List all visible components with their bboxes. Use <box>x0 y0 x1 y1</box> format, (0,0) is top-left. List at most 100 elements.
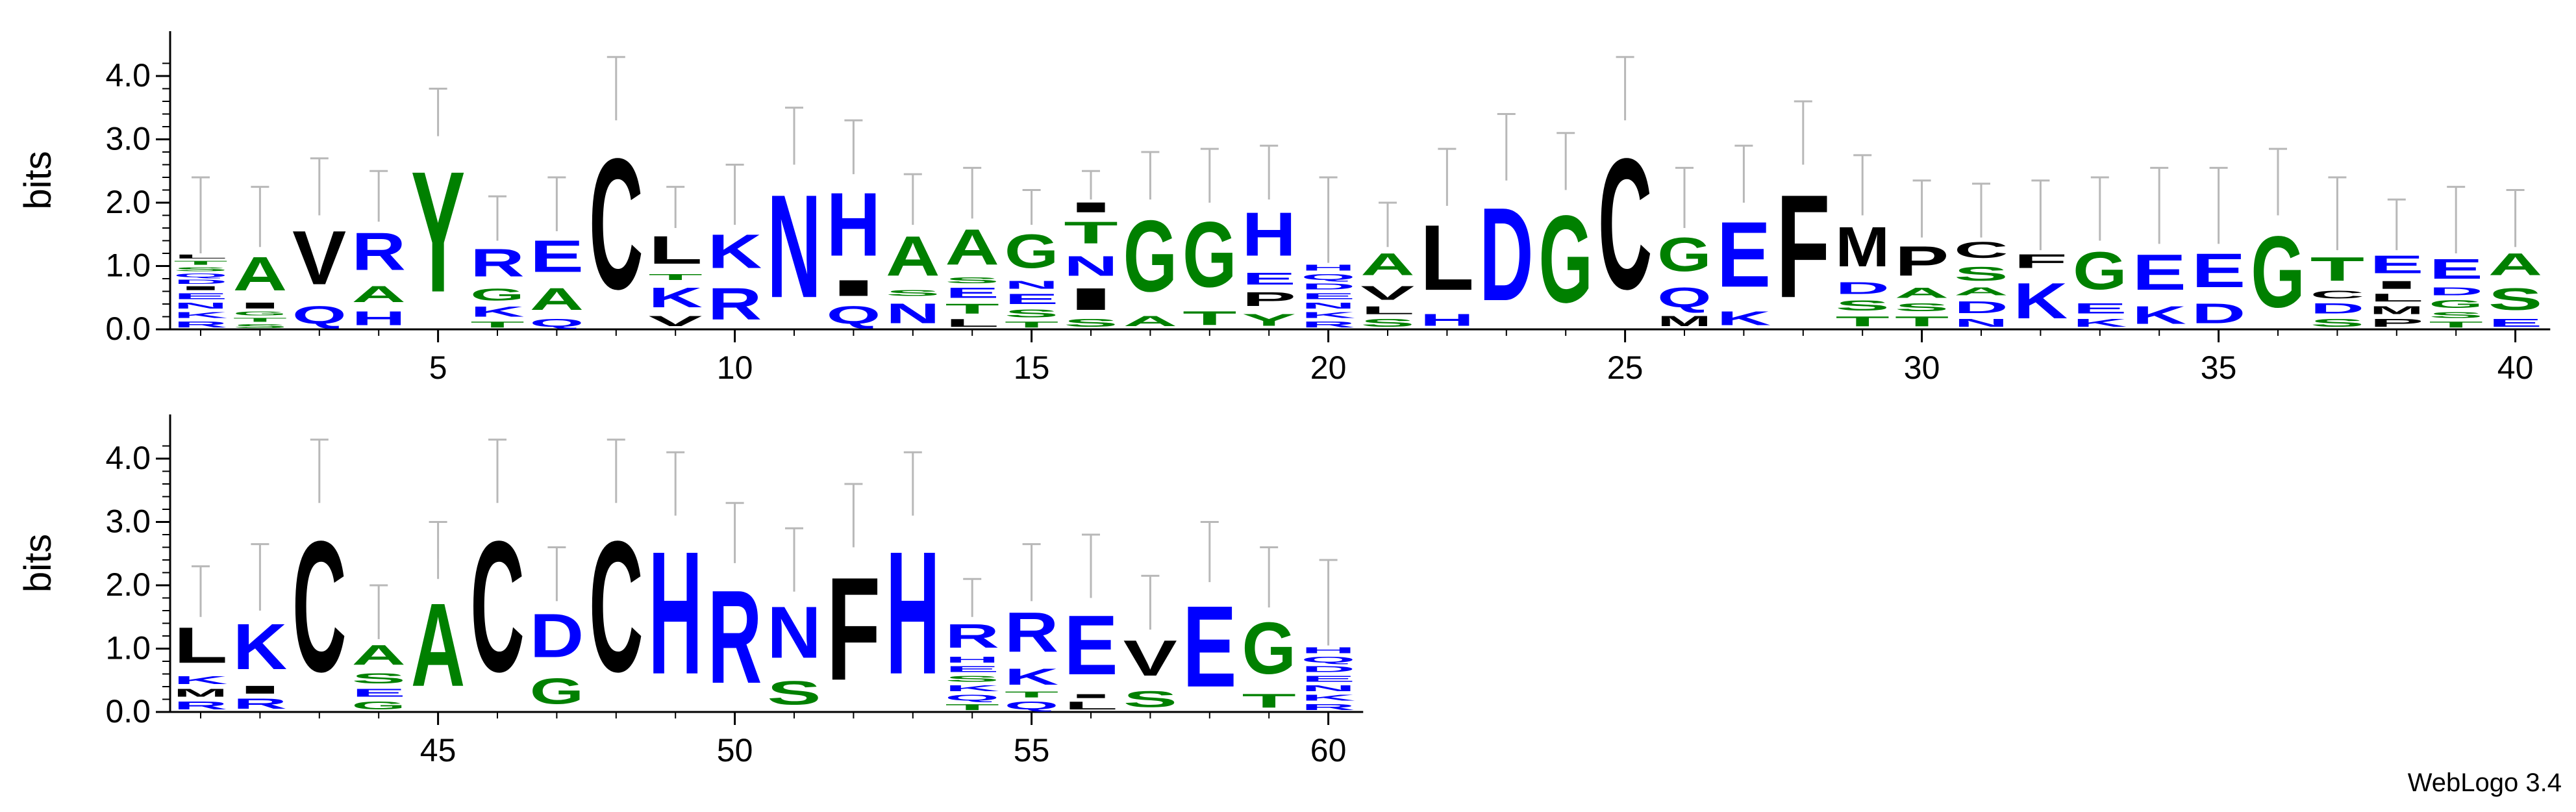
logo-stack-28: F <box>1776 100 1830 329</box>
logo-letter-H: H <box>945 655 999 664</box>
logo-stack-35: DE <box>2192 166 2245 329</box>
logo-letter-D: D <box>1479 181 1533 329</box>
logo-letter-R: R <box>708 279 762 329</box>
logo-letter-T: T <box>173 260 227 266</box>
logo-letter-T: T <box>1895 314 1949 329</box>
logo-letter-K: K <box>470 304 524 320</box>
logo-letter-T: T <box>2310 250 2364 288</box>
logo-letter-P: P <box>2370 316 2423 329</box>
logo-letter-I: I <box>233 301 287 311</box>
logo-letter-Q: Q <box>530 317 584 329</box>
logo-letter-S: S <box>173 266 227 272</box>
logo-letter-A: A <box>886 224 940 288</box>
logo-letter-E: E <box>2073 301 2127 316</box>
logo-letter-K: K <box>649 282 703 313</box>
logo-letter-D: D <box>1954 298 2008 316</box>
logo-letter-L: L <box>1420 205 1474 310</box>
logo-letter-D: D <box>173 279 227 285</box>
logo-letter-G: G <box>1539 190 1593 328</box>
logo-letter-N: N <box>1301 683 1355 692</box>
logo-letter-G: G <box>1123 199 1177 313</box>
logo-letter-N: N <box>767 592 821 674</box>
logo-letter-E: E <box>1301 292 1355 301</box>
logo-stack-10: RK <box>708 164 762 329</box>
logo-letter-F: F <box>2014 250 2068 272</box>
y-tick-label: 4.0 <box>105 57 151 94</box>
logo-stack-11: N <box>767 107 821 329</box>
logo-letter-R: R <box>1301 703 1355 712</box>
logo-letter-H: H <box>1420 311 1474 329</box>
logo-stack-18: TG <box>1182 147 1236 329</box>
logo-stack-12: QIH <box>827 119 881 329</box>
logo-letter-F: F <box>827 547 881 711</box>
logo-letter-N: N <box>173 301 227 310</box>
x-tick-label: 35 <box>2201 349 2237 386</box>
logo-letter-T: T <box>1836 314 1890 329</box>
logo-letter-A: A <box>411 579 465 711</box>
logo-letter-S: S <box>2488 282 2542 317</box>
logo-letter-K: K <box>173 311 227 320</box>
logo-letter-E: E <box>945 285 999 301</box>
logo-letter-L: L <box>2370 291 2423 304</box>
logo-letter-G: G <box>2429 298 2483 310</box>
logo-letter-E: E <box>2488 316 2542 329</box>
logo-letter-H: H <box>352 307 406 329</box>
logo-letter-A: A <box>530 282 584 317</box>
logo-letter-S: S <box>945 275 999 285</box>
logo-letter-D: D <box>1301 282 1355 291</box>
logo-letter-T: T <box>1182 307 1236 329</box>
logo-letter-S: S <box>1005 307 1058 320</box>
logo-letter-H: H <box>886 514 940 711</box>
logo-letter-H: H <box>827 174 881 275</box>
logo-letter-T: T <box>1005 690 1058 700</box>
logo-letter-K: K <box>1301 311 1355 320</box>
y-tick-label: 0.0 <box>105 693 151 730</box>
logo-letter-E: E <box>1717 202 1771 307</box>
logo-letter-S: S <box>2310 316 2364 329</box>
logo-letter-H: H <box>1242 200 1296 270</box>
logo-stack-48: C <box>589 438 643 711</box>
logo-letter-E: E <box>2370 250 2423 279</box>
logo-letter-G: G <box>2073 241 2127 301</box>
x-tick-label: 25 <box>1607 349 1644 386</box>
logo-letter-R: R <box>173 320 227 329</box>
logo-letter-V: V <box>292 214 346 300</box>
logo-letter-L: L <box>945 316 999 329</box>
x-tick-label: 20 <box>1310 349 1347 386</box>
logo-letter-E: E <box>945 665 999 674</box>
logo-letter-A: A <box>945 218 999 275</box>
logo-stack-43: C <box>292 438 346 711</box>
logo-letter-T: T <box>1064 215 1118 250</box>
logo-stack-52: F <box>827 483 881 711</box>
logo-letter-E: E <box>1301 674 1355 684</box>
logo-letter-T: T <box>649 272 703 282</box>
logo-letter-G: G <box>530 671 584 712</box>
logo-letter-R: R <box>1301 320 1355 329</box>
logo-letter-I: I <box>827 275 881 301</box>
logo-letter-S: S <box>1123 687 1177 712</box>
logo-stack-13: NSA <box>886 173 940 329</box>
logo-letter-N: N <box>886 298 940 329</box>
logo-letter-Q: Q <box>1301 655 1355 665</box>
logo-letter-L: L <box>173 616 227 674</box>
logo-letter-Q: Q <box>1005 700 1058 712</box>
logo-letter-N: N <box>1005 279 1058 291</box>
logo-stack-57: SV <box>1123 574 1177 712</box>
logo-letter-C: C <box>589 120 643 328</box>
logo-letter-Y: Y <box>411 135 465 328</box>
logo-letter-C: C <box>1954 238 2008 263</box>
logo-letter-S: S <box>1954 263 2008 285</box>
y-tick-label: 2.0 <box>105 184 151 220</box>
logo-letter-K: K <box>2014 272 2068 329</box>
logo-stack-36: G <box>2251 147 2305 329</box>
weblogo-credit: WebLogo 3.4 <box>2408 768 2562 797</box>
logo-letter-K: K <box>2073 317 2127 329</box>
